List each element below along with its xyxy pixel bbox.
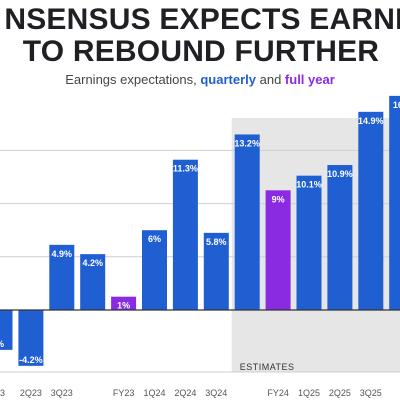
x-tick-label-5: 1Q24 [143,388,165,398]
subtitle-prefix: Earnings expectations, [65,72,201,87]
x-tick-label-9: FY24 [267,388,289,398]
data-label-3: 4.2% [82,258,103,268]
data-label-9: 9% [272,194,285,204]
data-label-4: 1% [117,301,130,311]
data-label-0: % [0,339,4,349]
data-label-7: 5.8% [206,237,227,247]
x-tick-label-1: 2Q23 [20,388,42,398]
x-tick-label-11: 2Q25 [329,388,351,398]
data-label-1: -4.2% [19,355,43,365]
bar-7 [203,232,229,310]
x-tick-label-4: FY23 [113,388,135,398]
subtitle-full-year: full year [284,72,335,87]
data-label-5: 6% [148,234,161,244]
chart-subtitle: Earnings expectations, quarterly and ful… [0,72,400,87]
data-label-10: 10.1% [296,180,322,190]
bar-10 [296,175,322,310]
bar-11 [327,165,353,310]
bar-0 [0,310,13,350]
bar-9 [265,190,291,310]
chart-title-line-2: TO REBOUND FURTHER [22,35,380,68]
x-tick-label-12: 3Q25 [360,388,382,398]
x-tick-label-6: 2Q24 [174,388,196,398]
x-tick-label-10: 1Q25 [298,388,320,398]
subtitle-quarterly: quarterly [200,72,256,87]
data-label-11: 10.9% [327,169,353,179]
bar-6 [172,159,198,310]
bar-8 [234,134,260,310]
x-tick-label-2: 3Q23 [51,388,73,398]
x-tick-label-0: 23 [0,388,5,398]
data-label-13: 16.1 [393,100,400,110]
bar-2 [49,244,75,310]
data-label-8: 13.2% [234,138,260,148]
x-tick-label-7: 3Q24 [205,388,227,398]
bar-13 [389,95,400,311]
data-label-2: 4.9% [52,249,73,259]
bar-1 [18,310,44,366]
chart-title-line-1: NSENSUS EXPECTS EARNI [4,3,400,36]
data-label-12: 14.9% [358,116,384,126]
bar-12 [358,111,384,310]
bar-3 [80,254,106,310]
data-label-6: 11.3% [173,164,198,174]
subtitle-and: and [256,72,285,87]
bar-4 [111,296,137,310]
estimates-label: ESTIMATES [240,362,295,372]
bar-5 [142,230,167,310]
